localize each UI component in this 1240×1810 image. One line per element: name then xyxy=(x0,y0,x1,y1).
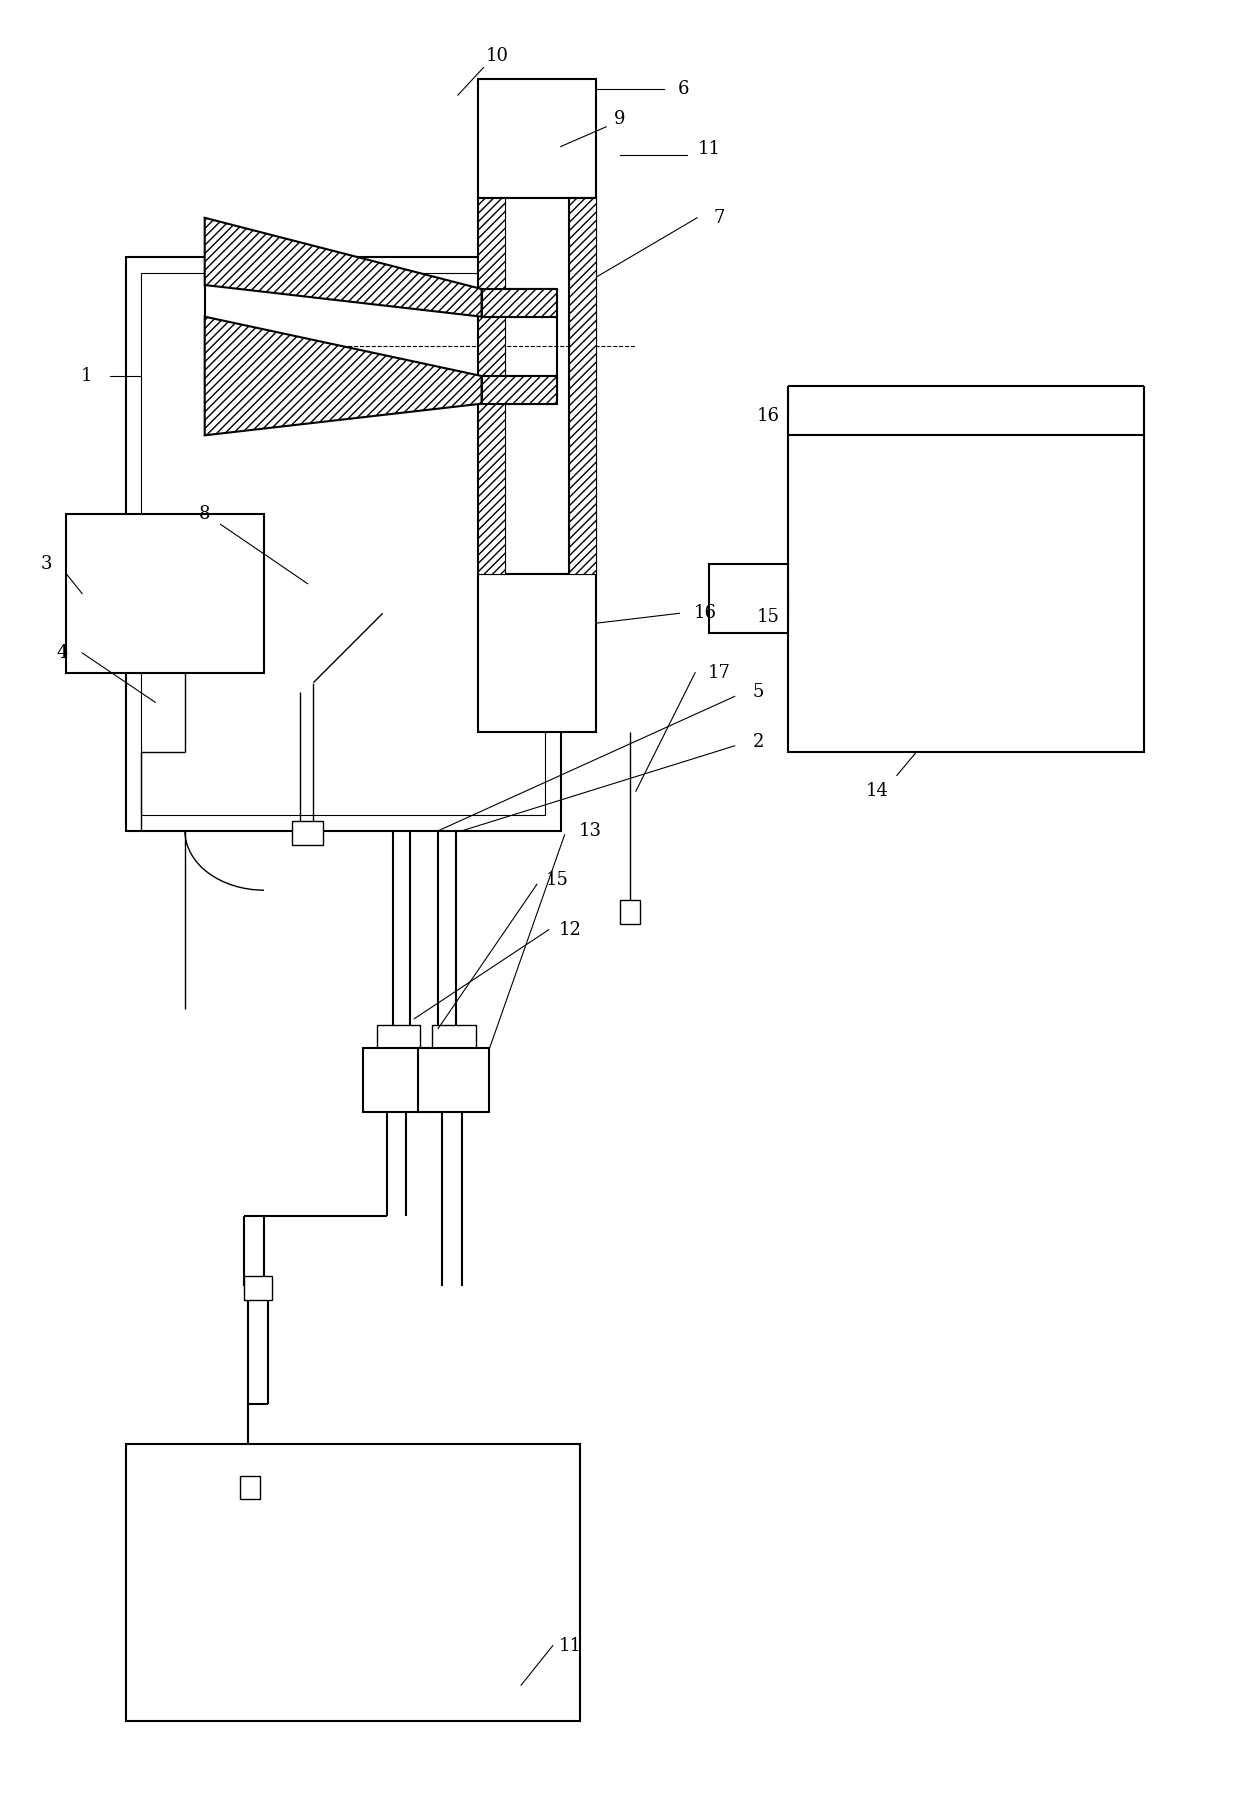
Text: 8: 8 xyxy=(198,505,211,523)
Text: 14: 14 xyxy=(866,782,889,800)
Text: 10: 10 xyxy=(486,47,508,65)
Text: 5: 5 xyxy=(753,684,764,702)
Bar xyxy=(66,514,264,673)
Bar xyxy=(291,822,324,845)
Bar xyxy=(432,1024,476,1052)
Bar xyxy=(363,1048,434,1111)
Text: 16: 16 xyxy=(693,605,717,623)
Text: 12: 12 xyxy=(559,921,582,939)
Bar xyxy=(477,574,596,731)
Text: 17: 17 xyxy=(708,664,730,682)
Text: 11: 11 xyxy=(697,139,720,157)
Bar xyxy=(418,1048,490,1111)
Text: 6: 6 xyxy=(677,80,689,98)
Bar xyxy=(477,197,596,574)
Bar xyxy=(241,1475,260,1499)
Bar xyxy=(789,436,1145,751)
Text: 15: 15 xyxy=(546,871,568,889)
Bar xyxy=(377,1024,420,1052)
Bar xyxy=(141,273,544,814)
Bar xyxy=(477,80,596,197)
Text: 4: 4 xyxy=(57,644,68,662)
Text: 11: 11 xyxy=(559,1636,582,1654)
Bar xyxy=(125,257,560,831)
Bar xyxy=(620,900,640,923)
Text: 1: 1 xyxy=(81,367,92,386)
Bar xyxy=(709,565,789,634)
Polygon shape xyxy=(569,197,596,574)
Polygon shape xyxy=(205,317,481,436)
Bar xyxy=(244,1276,272,1300)
Bar xyxy=(125,1444,580,1721)
Polygon shape xyxy=(477,197,505,574)
Polygon shape xyxy=(481,376,557,404)
Text: 2: 2 xyxy=(753,733,764,751)
Text: 7: 7 xyxy=(713,208,724,226)
Polygon shape xyxy=(481,290,557,317)
Text: 9: 9 xyxy=(614,110,626,129)
Text: 13: 13 xyxy=(579,822,601,840)
Text: 15: 15 xyxy=(756,608,780,626)
Text: 16: 16 xyxy=(756,407,780,425)
Polygon shape xyxy=(205,217,481,317)
Text: 3: 3 xyxy=(41,556,52,572)
